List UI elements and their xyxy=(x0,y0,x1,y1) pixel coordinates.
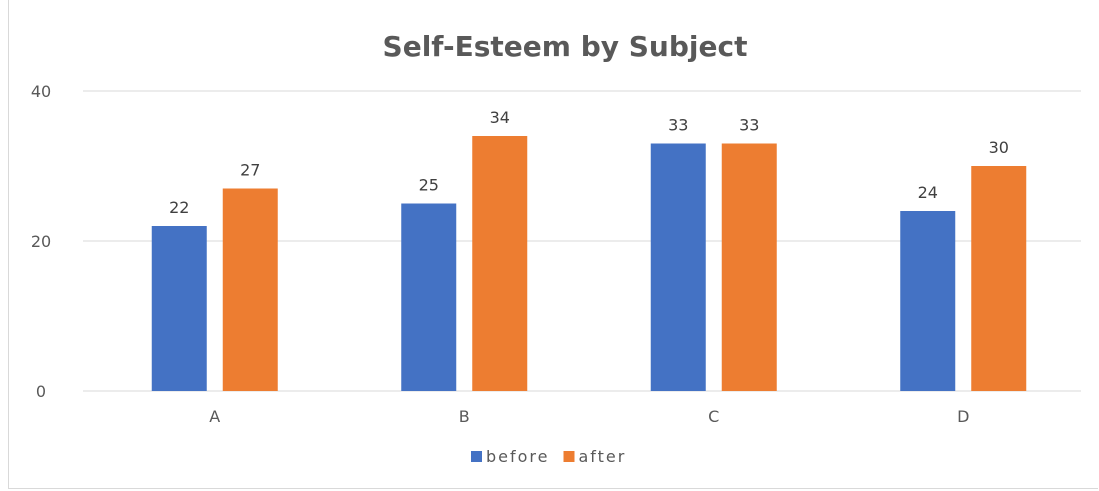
data-label-before-C: 33 xyxy=(668,116,688,135)
bar-after-B xyxy=(472,136,528,391)
data-label-after-A: 27 xyxy=(240,161,260,180)
y-tick-label-20: 20 xyxy=(31,232,51,251)
bar-chart: Self-Esteem by Subject 0 20 40 22 27 25 34 33 3… xyxy=(31,30,1081,466)
data-label-before-B: 25 xyxy=(419,176,439,195)
bar-before-A xyxy=(151,226,207,391)
legend-label-before: before xyxy=(486,447,550,466)
data-label-after-B: 34 xyxy=(490,108,510,127)
legend: before after xyxy=(471,447,627,466)
bar-after-A xyxy=(222,188,278,391)
data-label-before-A: 22 xyxy=(169,198,189,217)
data-labels: 22 27 25 34 33 33 24 30 xyxy=(169,108,1009,217)
y-axis-ticks: 0 20 40 xyxy=(31,82,51,401)
legend-swatch-after xyxy=(563,451,575,462)
legend-swatch-before xyxy=(471,451,482,462)
legend-label-after: after xyxy=(579,447,627,466)
bar-before-D xyxy=(900,211,956,391)
bar-after-C xyxy=(721,143,777,391)
bars xyxy=(151,136,1027,391)
data-label-before-D: 24 xyxy=(918,183,938,202)
x-tick-label-C: C xyxy=(708,407,719,426)
bar-before-C xyxy=(650,143,706,391)
bar-before-B xyxy=(401,203,457,391)
y-tick-label-0: 0 xyxy=(36,382,46,401)
x-tick-label-A: A xyxy=(209,407,220,426)
data-label-after-D: 30 xyxy=(989,138,1009,157)
x-tick-label-D: D xyxy=(957,407,969,426)
y-tick-label-40: 40 xyxy=(31,82,51,101)
x-tick-label-B: B xyxy=(459,407,470,426)
x-axis-ticks: A B C D xyxy=(209,407,969,426)
chart-title: Self-Esteem by Subject xyxy=(383,30,748,63)
bar-after-D xyxy=(971,166,1027,391)
data-label-after-C: 33 xyxy=(739,116,759,135)
chart-frame: Self-Esteem by Subject 0 20 40 22 27 25 34 33 3… xyxy=(8,0,1098,489)
